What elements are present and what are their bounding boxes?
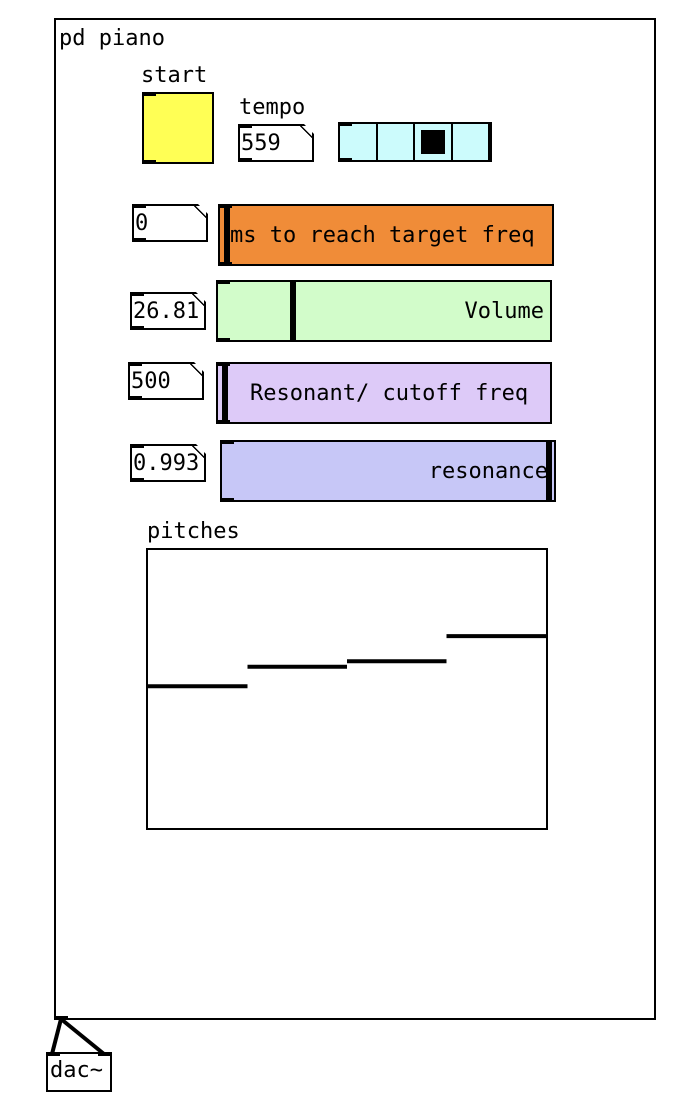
volume-number-box[interactable]: 26.81	[130, 292, 206, 330]
glide-slider-label: ms to reach target freq	[230, 222, 535, 248]
pitches-label: pitches	[147, 519, 240, 544]
glide-slider-knob[interactable]	[224, 204, 230, 266]
tempo-value: 559	[241, 131, 281, 156]
resonance-slider[interactable]: resonance	[220, 440, 556, 502]
pitches-array-graph[interactable]	[146, 548, 548, 830]
cord-right	[59, 1017, 106, 1056]
start-label: start	[141, 63, 208, 88]
radio-selected-marker	[421, 130, 445, 154]
glide-value: 0	[135, 211, 149, 236]
resonance-value: 0.993	[133, 451, 200, 476]
resonance-slider-label: resonance	[428, 458, 548, 484]
volume-slider-knob[interactable]	[290, 280, 296, 342]
cutoff-slider-knob[interactable]	[222, 362, 228, 424]
radio-cell-3[interactable]	[415, 124, 453, 160]
cord-left	[50, 1018, 63, 1055]
cutoff-number-box[interactable]: 500	[128, 362, 204, 400]
dac-inlet-left[interactable]	[46, 1052, 60, 1056]
dac-label: dac~	[50, 1058, 103, 1083]
pitches-plot	[148, 634, 546, 689]
subpatch-outlet[interactable]	[54, 1016, 68, 1020]
cutoff-slider-label: Resonant/ cutoff freq	[250, 380, 529, 406]
radio-cell-2[interactable]	[378, 124, 415, 160]
subpatch-title: pd piano	[59, 26, 165, 51]
dac-object[interactable]: dac~	[46, 1052, 112, 1092]
cutoff-slider[interactable]: Resonant/ cutoff freq	[216, 362, 552, 424]
resonance-slider-knob[interactable]	[546, 440, 552, 502]
radio-cell-1[interactable]	[340, 124, 378, 160]
dac-inlet-right[interactable]	[98, 1052, 112, 1056]
step-radio[interactable]	[338, 122, 492, 162]
radio-cell-4[interactable]	[453, 124, 490, 160]
cutoff-value: 500	[131, 369, 171, 394]
glide-number-box[interactable]: 0	[132, 204, 208, 242]
tempo-number-box[interactable]: 559	[238, 124, 314, 162]
volume-slider[interactable]: Volume	[216, 280, 552, 342]
tempo-label: tempo	[239, 95, 306, 120]
glide-slider[interactable]: ms to reach target freq	[218, 204, 554, 266]
resonance-number-box[interactable]: 0.993	[130, 444, 206, 482]
volume-slider-label: Volume	[464, 298, 544, 324]
start-bang[interactable]	[142, 92, 214, 164]
subpatch-pd-piano[interactable]	[54, 18, 656, 1020]
volume-value: 26.81	[133, 299, 200, 324]
